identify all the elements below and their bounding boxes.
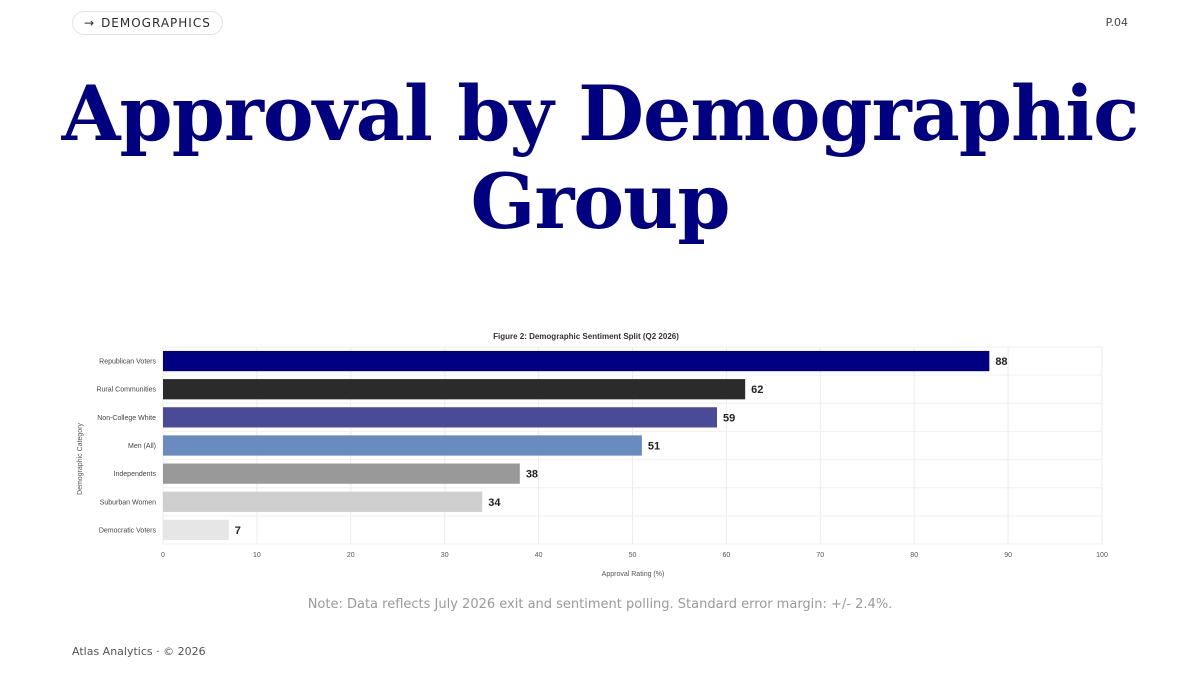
chart-title: Figure 2: Demographic Sentiment Split (Q… <box>493 332 679 341</box>
data-label: 38 <box>526 469 538 481</box>
bar <box>163 463 520 484</box>
bar <box>163 491 483 512</box>
x-tick-label: 90 <box>1004 552 1012 559</box>
y-axis-label: Demographic Category <box>77 423 84 495</box>
bar <box>163 379 746 400</box>
x-tick-label: 100 <box>1096 552 1108 559</box>
x-tick-label: 50 <box>629 552 637 559</box>
bar <box>163 407 718 428</box>
x-tick-label: 0 <box>161 552 165 559</box>
x-tick-label: 60 <box>723 552 731 559</box>
x-tick-label: 10 <box>253 552 261 559</box>
x-tick-label: 40 <box>535 552 543 559</box>
data-label: 62 <box>751 384 763 396</box>
bar <box>163 350 990 372</box>
category-label: Suburban Women <box>100 499 156 506</box>
arrow-right-icon: → <box>84 16 96 30</box>
x-axis-label: Approval Rating (%) <box>602 571 665 578</box>
bar-chart: Figure 2: Demographic Sentiment Split (Q… <box>77 332 1108 578</box>
data-label: 7 <box>235 525 241 537</box>
x-tick-label: 70 <box>816 552 824 559</box>
chart-note: Note: Data reflects July 2026 exit and s… <box>307 597 893 612</box>
x-tick-label: 20 <box>347 552 355 559</box>
category-label: Republican Voters <box>99 359 156 366</box>
section-tag: → DEMOGRAPHICS <box>72 11 223 35</box>
page-number: P.04 <box>1105 16 1128 29</box>
category-label: Non-College White <box>97 415 156 422</box>
bars <box>163 350 990 541</box>
category-label: Independents <box>114 471 157 478</box>
bar <box>163 435 642 456</box>
data-label: 34 <box>488 497 501 509</box>
x-tick-label: 80 <box>910 552 918 559</box>
slide-title: Approval by Demographic Group <box>61 69 1140 246</box>
data-label: 59 <box>723 412 735 424</box>
data-label: 51 <box>648 441 660 453</box>
category-label: Men (All) <box>128 443 156 450</box>
category-label: Democratic Voters <box>99 527 157 534</box>
bar <box>163 519 229 541</box>
category-label: Rural Communities <box>96 387 156 394</box>
labels: 0 10 20 30 40 50 60 70 80 90 100 Republican Voters 8… <box>96 356 1107 559</box>
data-label: 88 <box>995 356 1007 368</box>
section-tag-label: DEMOGRAPHICS <box>101 16 211 30</box>
x-tick-label: 30 <box>441 552 449 559</box>
footer-credit: Atlas Analytics · © 2026 <box>72 645 206 658</box>
